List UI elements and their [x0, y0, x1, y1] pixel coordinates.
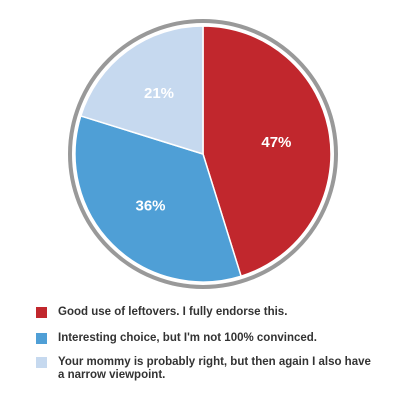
- legend-label: Interesting choice, but I'm not 100% con…: [58, 332, 317, 344]
- slice-label: 36%: [135, 197, 165, 214]
- legend-label: Good use of leftovers. I fully endorse t…: [58, 306, 288, 318]
- pie-slice: [79, 25, 204, 156]
- legend-item: Your mommy is probably right, but then a…: [36, 356, 376, 382]
- legend-swatch: [36, 357, 47, 368]
- legend-label: Your mommy is probably right, but then a…: [58, 356, 371, 381]
- chart: 47% 36% 21%: [68, 19, 338, 289]
- slice-label: 47%: [261, 134, 291, 151]
- pie-slice: [202, 25, 332, 278]
- legend-swatch: [36, 307, 47, 318]
- slice-label: 21%: [144, 85, 174, 102]
- pie-slice: [74, 114, 243, 283]
- legend-swatch: [36, 333, 47, 344]
- legend-item: Interesting choice, but I'm not 100% con…: [36, 332, 376, 345]
- legend-item: Good use of leftovers. I fully endorse t…: [36, 306, 376, 319]
